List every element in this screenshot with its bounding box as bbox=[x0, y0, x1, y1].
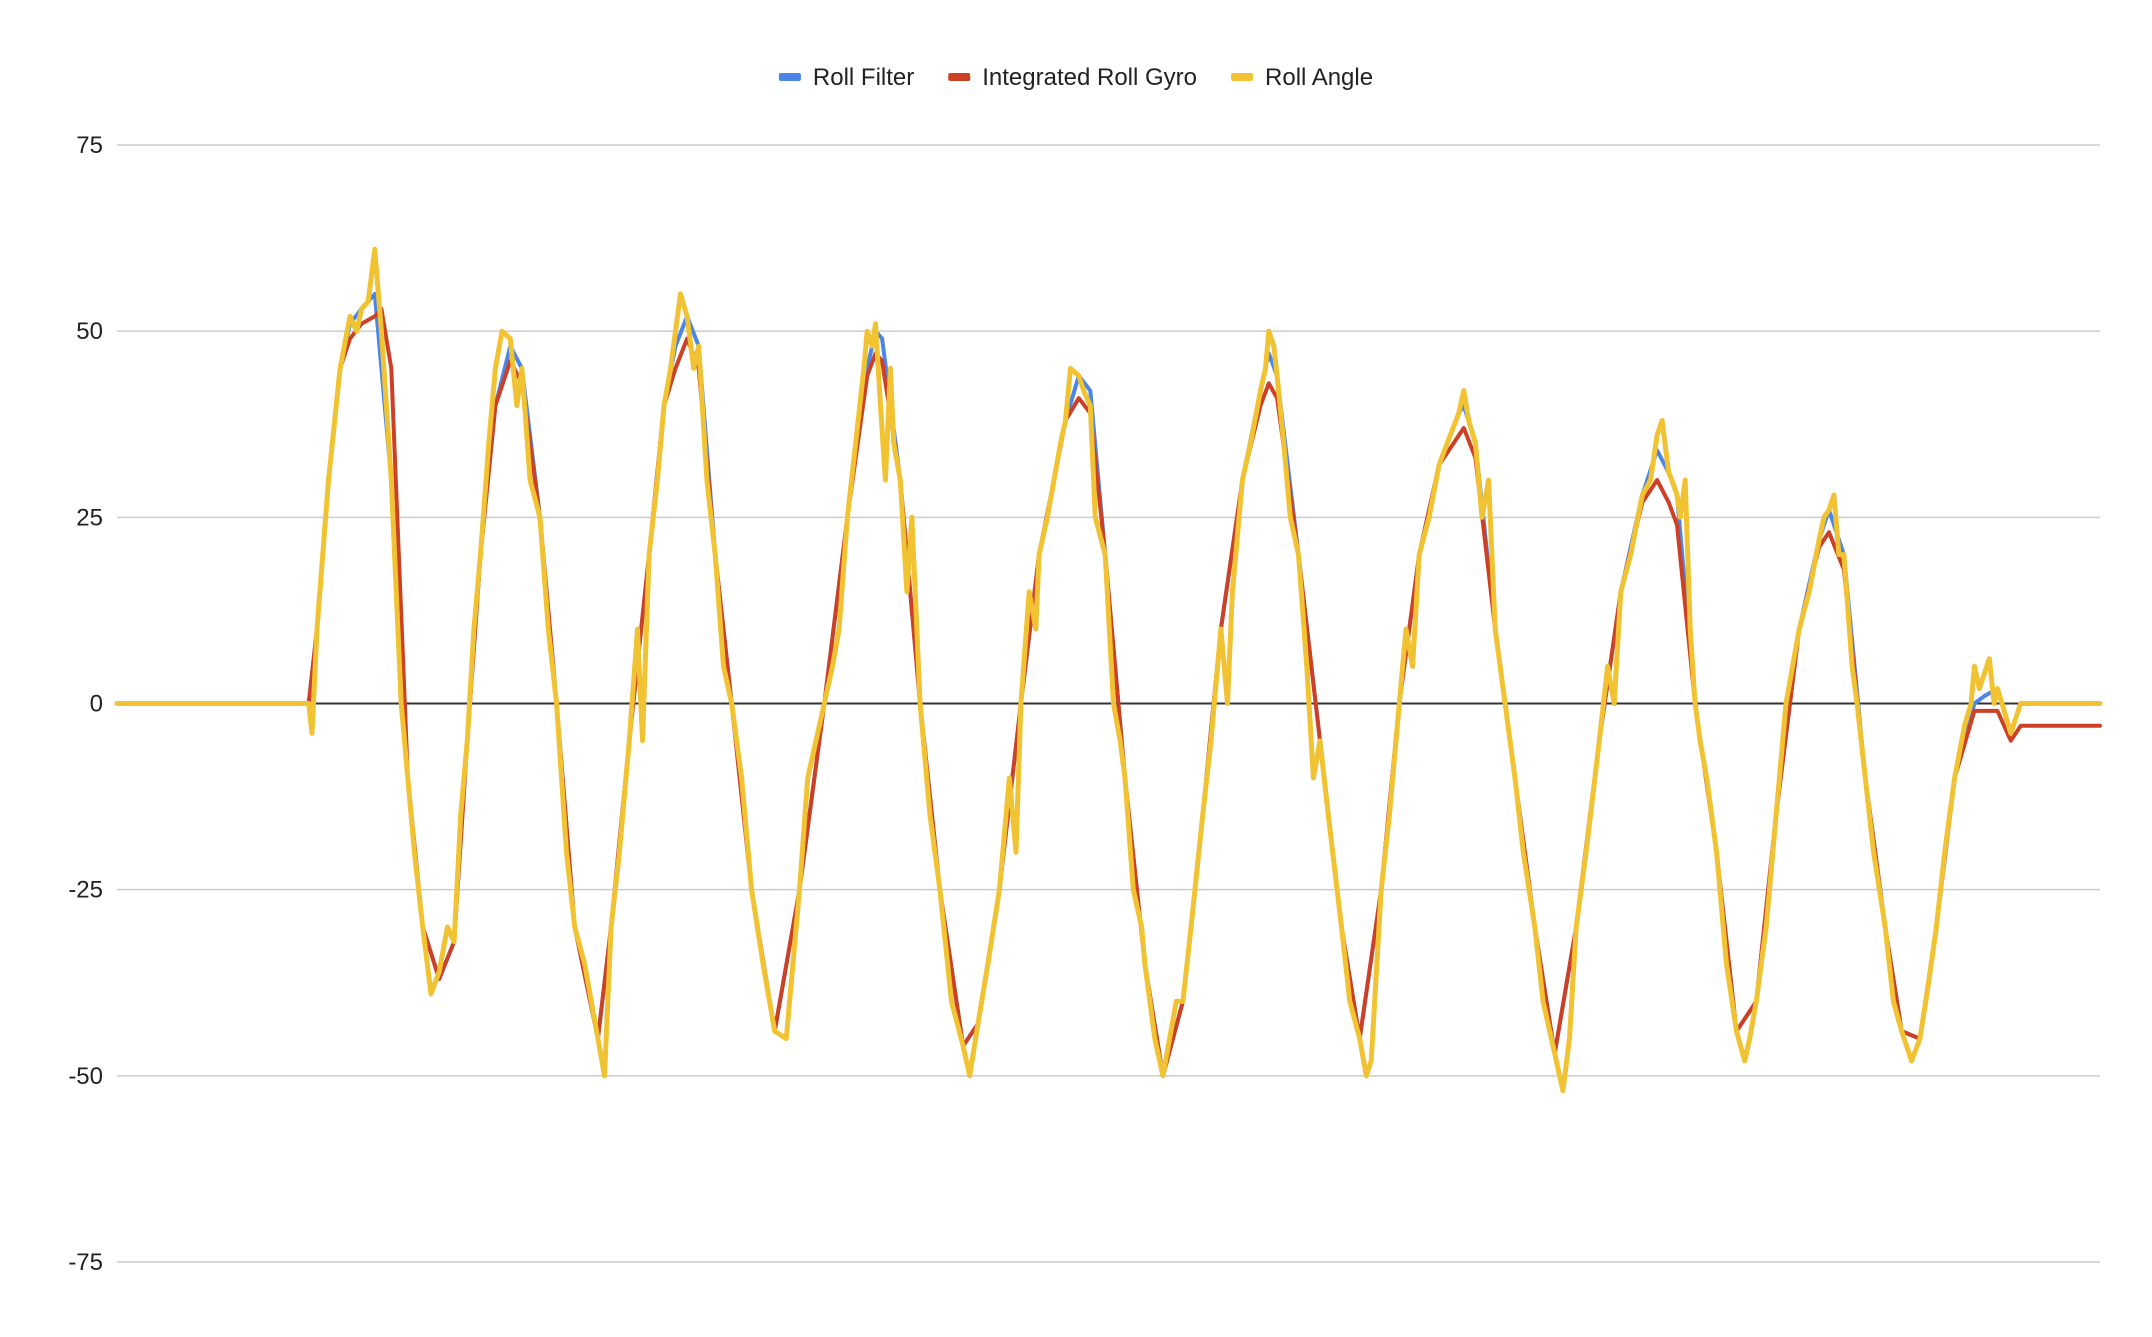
legend-swatch bbox=[1231, 73, 1254, 81]
y-tick-label: 0 bbox=[90, 691, 103, 718]
legend-swatch bbox=[948, 73, 971, 81]
legend-swatch bbox=[778, 73, 801, 81]
legend-label: Roll Angle bbox=[1265, 64, 1373, 91]
y-axis-tick-labels: 75 50 25 0 -25 -50 -75 bbox=[68, 132, 103, 1276]
y-tick-label: -50 bbox=[68, 1063, 103, 1090]
y-tick-label: 50 bbox=[76, 318, 103, 345]
y-tick-label: 25 bbox=[76, 504, 103, 531]
legend-label: Roll Filter bbox=[813, 64, 914, 91]
series-lines bbox=[114, 246, 2103, 1094]
legend-item[interactable]: Roll Filter bbox=[778, 64, 914, 91]
y-tick-label: -75 bbox=[68, 1249, 103, 1276]
y-tick-label: -25 bbox=[68, 877, 103, 904]
series-line-integrated-roll-gyro bbox=[115, 306, 2102, 1078]
series-line-roll-angle bbox=[114, 246, 2103, 1094]
y-tick-label: 75 bbox=[76, 132, 103, 159]
gridlines bbox=[117, 144, 2100, 1263]
legend-item[interactable]: Roll Angle bbox=[1231, 64, 1373, 91]
series-line-roll-filter bbox=[115, 291, 2102, 1078]
legend-label: Integrated Roll Gyro bbox=[982, 64, 1197, 91]
legend: Roll Filter Integrated Roll Gyro Roll Angl… bbox=[778, 64, 1373, 91]
legend-item[interactable]: Integrated Roll Gyro bbox=[948, 64, 1197, 91]
